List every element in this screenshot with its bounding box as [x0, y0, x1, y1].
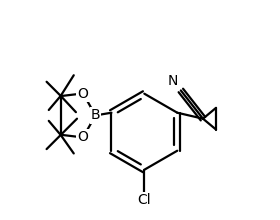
Text: O: O: [77, 130, 88, 144]
Text: B: B: [91, 108, 100, 123]
Text: O: O: [77, 87, 88, 101]
Text: Cl: Cl: [137, 193, 151, 207]
Text: N: N: [167, 74, 178, 88]
